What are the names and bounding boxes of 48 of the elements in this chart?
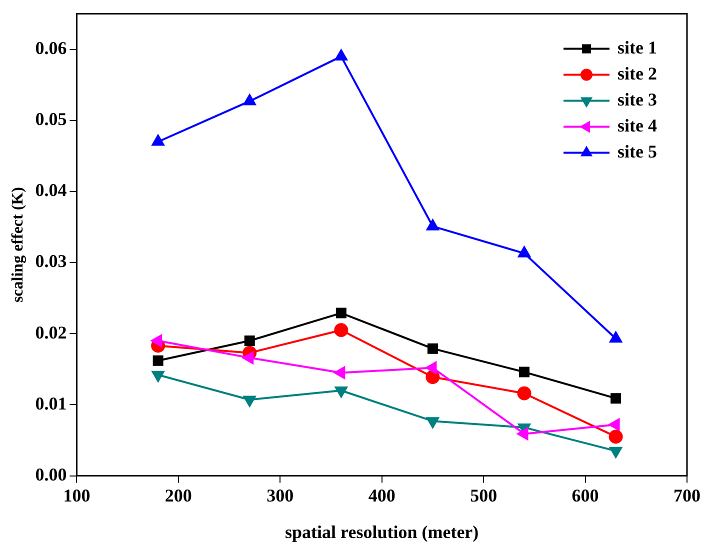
- x-axis-title: spatial resolution (meter): [285, 522, 479, 542]
- point: [518, 246, 530, 258]
- legend-label: site 5: [618, 141, 658, 162]
- point: [336, 308, 346, 318]
- point: [152, 355, 164, 366]
- point: [334, 386, 348, 398]
- x-tick-label: 200: [164, 485, 192, 506]
- point: [334, 366, 346, 379]
- x-tick-label: 500: [470, 485, 498, 506]
- y-tick-label: 0.04: [35, 180, 67, 200]
- x-tick-label: 600: [572, 485, 599, 506]
- y-axis-title: scaling effect (K): [10, 187, 27, 303]
- point: [244, 336, 255, 346]
- point: [152, 370, 164, 382]
- y-tick-label: 0.05: [35, 109, 67, 130]
- point: [517, 386, 532, 400]
- legend-label: site 2: [618, 63, 658, 84]
- y-tick-label: 0.06: [35, 38, 67, 58]
- point: [243, 396, 256, 407]
- point: [426, 370, 440, 384]
- legend-label: site 3: [618, 89, 658, 110]
- point: [610, 332, 622, 343]
- legend-label: site 1: [618, 37, 658, 58]
- point: [242, 352, 254, 364]
- point: [151, 334, 162, 347]
- y-tick-label: 0.02: [35, 322, 67, 342]
- y-tick-label: 0.00: [35, 464, 67, 484]
- point: [608, 430, 623, 444]
- x-tick-label: 700: [674, 485, 700, 506]
- y-tick-label: 0.01: [35, 393, 67, 414]
- point: [243, 94, 256, 106]
- point: [334, 49, 348, 60]
- legend-label: site 4: [618, 115, 658, 136]
- x-tick-label: 100: [63, 485, 90, 506]
- point: [426, 362, 437, 374]
- point: [519, 366, 530, 378]
- point: [152, 134, 164, 146]
- point: [426, 219, 439, 230]
- point: [427, 343, 438, 354]
- y-tick-label: 0.03: [35, 251, 67, 272]
- point: [334, 323, 348, 338]
- x-tick-label: 300: [266, 485, 294, 506]
- point: [610, 446, 622, 458]
- point: [608, 418, 620, 431]
- x-tick-label: 400: [368, 485, 396, 506]
- point: [610, 393, 622, 404]
- point: [426, 417, 439, 428]
- point: [517, 428, 528, 440]
